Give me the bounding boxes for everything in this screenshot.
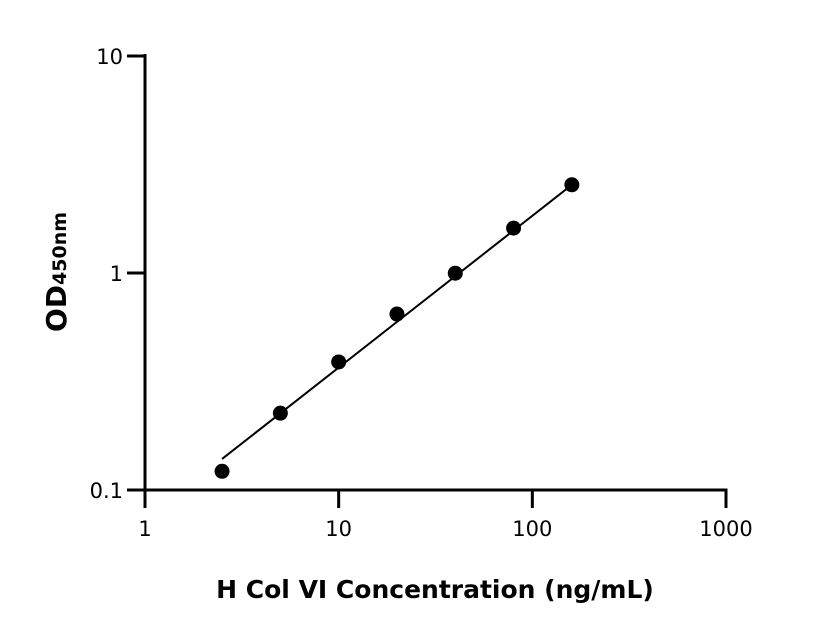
y-tick-label: 10 [96, 45, 123, 69]
y-tick-label: 0.1 [90, 479, 123, 503]
x-tick-label: 10 [325, 517, 352, 541]
axes: 1 10 100 1000 0.1 1 10 [90, 45, 753, 541]
data-point [272, 405, 288, 421]
x-axis-label: H Col VI Concentration (ng/mL) [216, 575, 654, 604]
data-point [331, 354, 347, 370]
data-point [389, 306, 405, 322]
x-tick-label: 100 [512, 517, 552, 541]
data-point [506, 220, 522, 236]
data-point [214, 463, 230, 479]
data-point [564, 177, 580, 193]
data-points [214, 177, 580, 479]
x-tick-label: 1 [138, 517, 151, 541]
y-tick-label: 1 [110, 262, 123, 286]
x-tick-label: 1000 [699, 517, 752, 541]
y-axis-label: OD450nm [40, 212, 73, 332]
data-point [447, 265, 463, 281]
